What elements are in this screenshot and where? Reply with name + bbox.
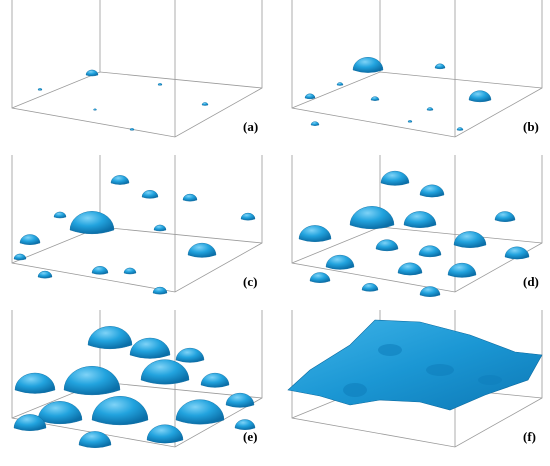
droplet xyxy=(407,120,413,123)
droplet xyxy=(200,372,230,388)
droplet xyxy=(434,63,446,70)
droplet xyxy=(85,69,99,77)
droplet xyxy=(152,286,168,295)
droplet xyxy=(325,254,355,270)
droplet xyxy=(157,83,163,86)
droplet xyxy=(504,246,530,260)
droplet xyxy=(419,286,441,297)
droplet xyxy=(494,211,516,222)
droplet xyxy=(310,121,320,126)
panel: (c) xyxy=(11,155,263,295)
droplet xyxy=(336,82,344,86)
droplet xyxy=(456,127,464,131)
droplet xyxy=(352,57,384,73)
panel-label: (c) xyxy=(243,274,257,289)
droplet xyxy=(123,267,137,275)
droplet xyxy=(375,239,399,252)
droplet xyxy=(370,96,380,101)
droplet xyxy=(418,245,442,258)
droplet xyxy=(175,399,225,425)
panel-label: (d) xyxy=(523,274,539,289)
droplet xyxy=(13,253,27,261)
droplet xyxy=(187,242,217,258)
droplet xyxy=(304,93,316,100)
droplet xyxy=(140,359,190,385)
droplet xyxy=(182,193,198,202)
droplet xyxy=(129,337,171,359)
panel: (b) xyxy=(291,0,543,138)
droplet xyxy=(298,225,332,242)
droplet xyxy=(78,431,112,448)
droplet xyxy=(87,326,133,350)
droplet xyxy=(349,206,395,230)
droplet xyxy=(14,372,56,394)
droplet xyxy=(201,102,209,106)
droplet xyxy=(361,283,379,292)
droplet xyxy=(91,266,109,275)
panel-label: (e) xyxy=(243,429,257,444)
droplet xyxy=(153,224,167,232)
droplet xyxy=(468,90,492,103)
bump xyxy=(426,364,454,376)
bump xyxy=(343,383,367,397)
panel: (e) xyxy=(11,310,263,448)
droplet xyxy=(53,211,67,219)
droplet xyxy=(447,262,477,278)
droplet xyxy=(397,262,423,276)
panel: (f) xyxy=(287,310,543,448)
droplet xyxy=(380,170,410,186)
droplet xyxy=(37,270,53,279)
droplet xyxy=(37,88,43,91)
panel: (d) xyxy=(291,155,543,297)
droplet xyxy=(403,211,437,228)
panel-label: (f) xyxy=(523,429,536,444)
droplet xyxy=(426,107,434,111)
bump xyxy=(378,344,402,356)
droplet xyxy=(146,424,184,444)
droplet xyxy=(419,184,445,198)
droplet xyxy=(141,190,159,199)
droplet xyxy=(91,396,149,426)
droplet xyxy=(37,401,83,425)
panel: (a) xyxy=(11,0,263,138)
droplet xyxy=(69,211,115,235)
droplet xyxy=(240,212,256,221)
bump xyxy=(478,375,502,385)
droplet xyxy=(453,231,487,248)
droplet xyxy=(110,175,130,185)
droplet xyxy=(225,392,255,408)
droplet xyxy=(234,419,256,430)
panel-label: (b) xyxy=(523,119,539,134)
droplet xyxy=(63,366,121,396)
droplet xyxy=(19,234,41,245)
panel-label: (a) xyxy=(243,119,258,134)
droplet xyxy=(129,128,135,131)
droplet xyxy=(13,414,47,431)
droplet xyxy=(175,347,205,363)
droplet xyxy=(309,272,331,283)
droplet xyxy=(93,108,97,111)
